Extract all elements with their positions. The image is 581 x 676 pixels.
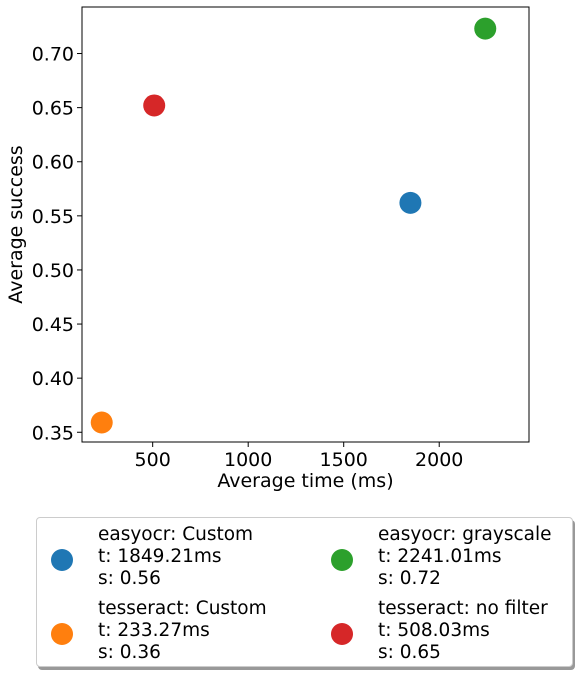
legend-series-success: s: 0.72	[378, 568, 441, 589]
legend-series-name: tesseract: Custom	[98, 598, 267, 619]
legend-series-success: s: 0.56	[98, 568, 161, 589]
scatter-chart: 500 1000 1500 2000 0.35 0.40 0.45 0.50 0.55 0.60…	[5, 6, 530, 492]
x-tick-label: 2000	[415, 449, 463, 471]
y-axis-label: Average success	[5, 145, 27, 303]
plot-area	[82, 7, 529, 442]
y-tick-label: 0.50	[32, 260, 74, 282]
legend-series-time: t: 233.27ms	[98, 620, 210, 641]
legend-series-name: easyocr: Custom	[98, 524, 254, 545]
y-tick-label: 0.70	[32, 44, 74, 66]
scatter-point	[90, 411, 113, 434]
legend-marker-icon	[51, 549, 73, 571]
y-tick-label: 0.65	[32, 98, 74, 120]
x-tick-label: 1000	[224, 449, 272, 471]
legend-series-success: s: 0.36	[98, 642, 161, 663]
legend-marker-icon	[331, 549, 353, 571]
x-axis-label: Average time (ms)	[217, 470, 393, 492]
y-tick-label: 0.60	[32, 152, 74, 174]
y-tick-label: 0.40	[32, 368, 74, 390]
scatter-point	[474, 17, 497, 40]
plot-frame	[81, 6, 530, 443]
legend-series-name: tesseract: no filter	[378, 598, 548, 619]
y-axis-ticks: 0.35 0.40 0.45 0.50 0.55 0.60 0.65 0.70	[32, 44, 82, 444]
legend-series-success: s: 0.65	[378, 642, 441, 663]
scatter-point	[399, 191, 422, 214]
data-points	[90, 17, 497, 434]
legend: easyocr: Custom t: 1849.21ms s: 0.56 tes…	[36, 517, 573, 667]
legend-marker-icon	[51, 623, 73, 645]
x-tick-label: 1500	[320, 449, 368, 471]
legend-series-time: t: 508.03ms	[378, 620, 490, 641]
legend-series-name: easyocr: grayscale	[378, 524, 552, 545]
scatter-point	[143, 94, 166, 117]
x-axis-ticks: 500 1000 1500 2000	[135, 442, 463, 471]
legend-series-time: t: 1849.21ms	[98, 546, 222, 567]
y-tick-label: 0.35	[32, 422, 74, 444]
legend-series-time: t: 2241.01ms	[378, 546, 502, 567]
legend-marker-icon	[331, 623, 353, 645]
x-tick-label: 500	[135, 449, 171, 471]
y-tick-label: 0.45	[32, 314, 74, 336]
y-tick-label: 0.55	[32, 206, 74, 228]
